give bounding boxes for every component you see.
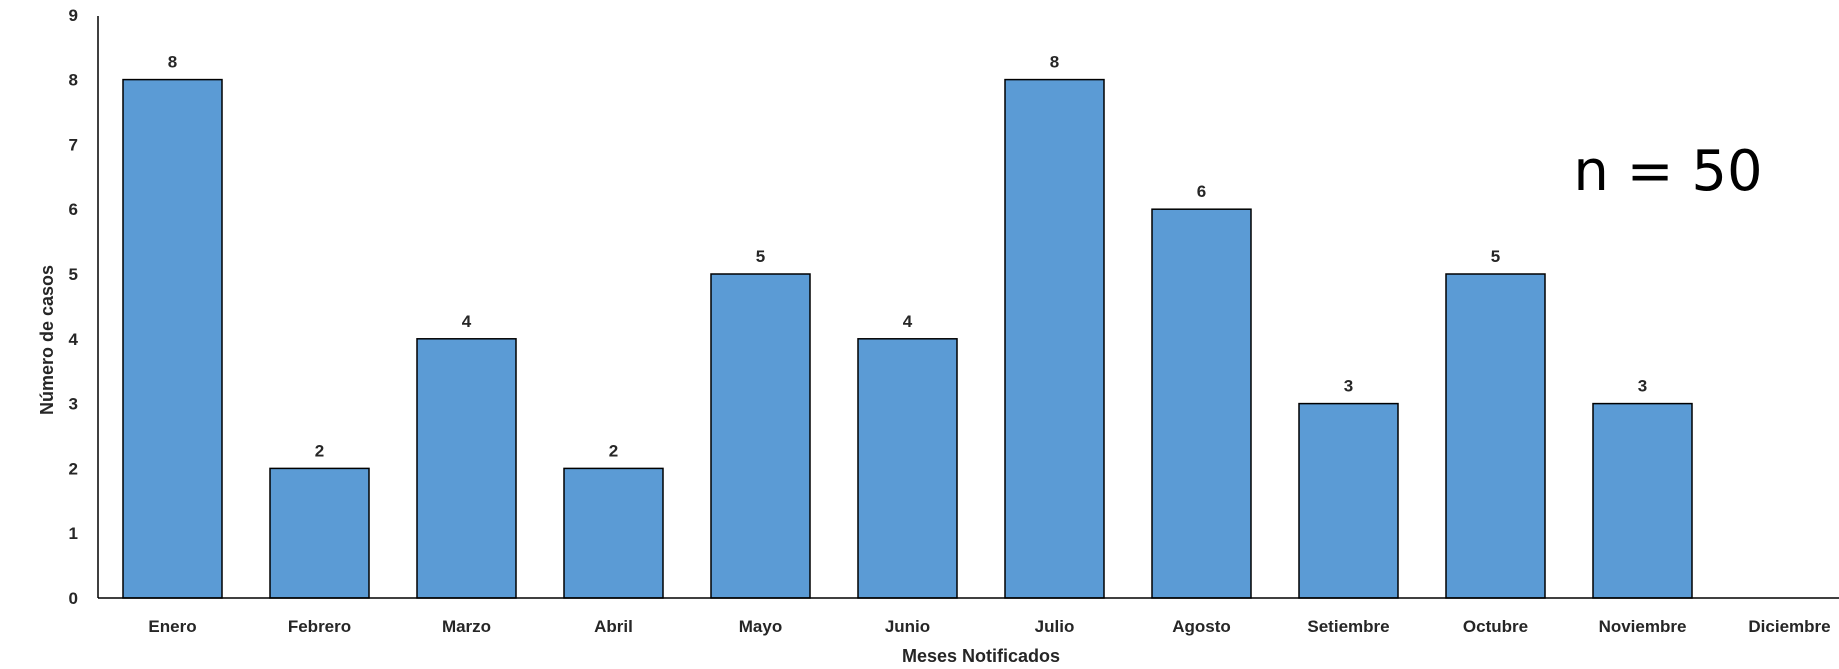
bar bbox=[1445, 273, 1546, 599]
data-label: 4 bbox=[903, 312, 913, 331]
data-label: 2 bbox=[315, 441, 324, 460]
y-tick-label: 2 bbox=[69, 459, 78, 478]
y-tick-label: 8 bbox=[69, 71, 78, 90]
data-label: 5 bbox=[756, 247, 765, 266]
y-tick-label: 1 bbox=[69, 524, 78, 543]
y-axis-title: Número de casos bbox=[37, 265, 57, 415]
data-label: 8 bbox=[1050, 53, 1059, 72]
bar bbox=[1592, 402, 1693, 599]
y-tick-label: 0 bbox=[69, 589, 78, 608]
bar bbox=[710, 273, 811, 599]
bar bbox=[122, 78, 223, 599]
y-tick-label: 7 bbox=[69, 135, 78, 154]
bar bbox=[1004, 78, 1105, 599]
bar bbox=[857, 338, 958, 599]
y-tick-label: 9 bbox=[69, 6, 78, 25]
data-label: 5 bbox=[1491, 247, 1500, 266]
bar bbox=[1298, 402, 1399, 599]
data-label: 3 bbox=[1638, 377, 1647, 396]
x-tick-label: Junio bbox=[885, 617, 930, 636]
x-tick-label: Agosto bbox=[1172, 617, 1231, 636]
data-label: 2 bbox=[609, 441, 618, 460]
x-tick-label: Noviembre bbox=[1599, 617, 1687, 636]
x-tick-label: Diciembre bbox=[1748, 617, 1830, 636]
y-tick-label: 3 bbox=[69, 395, 78, 414]
x-tick-label: Enero bbox=[148, 617, 196, 636]
x-tick-label: Mayo bbox=[739, 617, 782, 636]
annotation-text: n = 50 bbox=[1573, 139, 1762, 204]
y-tick-label: 5 bbox=[69, 265, 78, 284]
x-tick-label: Febrero bbox=[288, 617, 351, 636]
bar bbox=[563, 467, 664, 599]
bar bbox=[416, 338, 517, 599]
data-label: 6 bbox=[1197, 182, 1206, 201]
x-tick-label: Octubre bbox=[1463, 617, 1528, 636]
data-label: 8 bbox=[168, 53, 177, 72]
bar bbox=[1151, 208, 1252, 599]
y-tick-label: 6 bbox=[69, 200, 78, 219]
x-tick-label: Setiembre bbox=[1307, 617, 1389, 636]
data-label: 3 bbox=[1344, 377, 1353, 396]
x-axis-title: Meses Notificados bbox=[902, 646, 1060, 666]
x-tick-label: Abril bbox=[594, 617, 633, 636]
bar bbox=[269, 467, 370, 599]
x-tick-label: Julio bbox=[1035, 617, 1075, 636]
data-label: 4 bbox=[462, 312, 472, 331]
x-tick-label: Marzo bbox=[442, 617, 491, 636]
y-tick-label: 4 bbox=[69, 330, 79, 349]
